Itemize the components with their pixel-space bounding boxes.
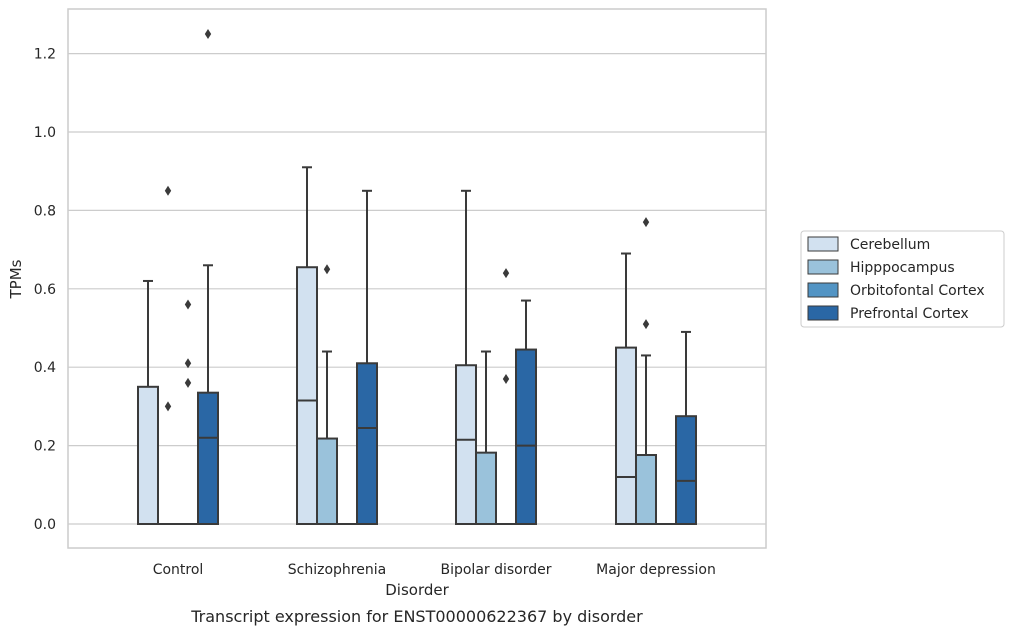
box-group	[316, 264, 338, 526]
x-tick-label: Control	[153, 562, 204, 578]
y-tick-label: 0.2	[34, 439, 56, 455]
x-tick-label: Major depression	[596, 562, 716, 578]
box-group	[356, 189, 378, 525]
box-body	[197, 391, 219, 525]
box-group	[296, 166, 318, 525]
legend-swatch	[807, 236, 839, 252]
y-axis-title: TPMs	[7, 259, 25, 299]
outlier-point	[502, 373, 510, 384]
box-body	[455, 364, 477, 525]
legend-label: Cerebellum	[850, 237, 930, 253]
box-body	[615, 346, 637, 525]
box-group	[635, 217, 657, 525]
outlier-point	[323, 264, 331, 275]
outlier-point	[204, 29, 212, 39]
plot-frame	[67, 8, 767, 549]
y-tick-label: 1.0	[34, 125, 56, 141]
y-tick-label: 0.4	[34, 360, 56, 376]
legend-swatch	[807, 282, 839, 298]
outlier-point	[164, 185, 172, 196]
box-body	[675, 415, 697, 526]
box-group	[496, 268, 516, 525]
y-tick-label: 0.6	[34, 282, 56, 298]
legend-frame	[800, 230, 1005, 328]
x-tick-label: Schizophrenia	[288, 562, 386, 578]
grid-lines	[68, 52, 766, 525]
legend-label: Orbitofontal Cortex	[850, 283, 985, 299]
box-body	[475, 451, 497, 526]
legend-label: Prefrontal Cortex	[850, 306, 969, 322]
box-body	[296, 266, 318, 525]
x-tick-labels: Control Schizophrenia Bipolar disorder Majo…	[153, 562, 716, 578]
outlier-point	[642, 217, 650, 228]
box-group	[475, 350, 497, 526]
box-group	[197, 29, 219, 525]
box-group	[615, 252, 637, 525]
box-body	[137, 385, 159, 525]
outlier-point	[502, 268, 510, 279]
box-body	[356, 362, 378, 525]
outlier-point	[184, 377, 192, 388]
chart-caption: Transcript expression for ENST0000062236…	[190, 607, 643, 626]
outlier-point	[184, 358, 192, 369]
box-body	[515, 348, 537, 525]
box-group	[455, 189, 477, 525]
box-group	[137, 279, 159, 525]
box-body	[316, 437, 338, 526]
legend: Cerebellum Hipppocampus Orbitofontal Corte…	[800, 230, 1005, 328]
box-group	[178, 299, 198, 525]
y-tick-label: 1.2	[34, 47, 56, 63]
box-body	[635, 454, 657, 525]
x-axis-title: Disorder	[385, 581, 449, 599]
outlier-point	[184, 299, 192, 310]
legend-swatch	[807, 259, 839, 275]
y-tick-labels: 0.0 0.2 0.4 0.6 0.8 1.0 1.2	[34, 47, 56, 533]
x-tick-label: Bipolar disorder	[440, 562, 551, 578]
outlier-point	[164, 401, 172, 412]
outlier-point	[642, 319, 650, 330]
y-tick-label: 0.0	[34, 517, 56, 533]
box-plot-marks	[137, 29, 697, 526]
legend-label: Hipppocampus	[850, 260, 955, 276]
y-tick-label: 0.8	[34, 203, 56, 219]
box-group	[158, 185, 178, 525]
box-group	[515, 299, 537, 525]
box-group	[675, 330, 697, 526]
legend-swatch	[807, 305, 839, 321]
